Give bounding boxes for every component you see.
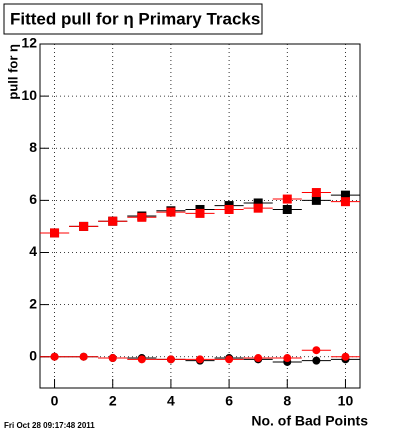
marker [254,354,263,363]
marker [137,212,147,222]
marker [311,195,321,205]
marker [312,346,321,355]
marker [196,355,204,364]
marker [253,198,263,208]
marker [195,208,205,218]
y-axis-label: pull for η [5,44,20,100]
marker [225,355,234,364]
marker [166,207,176,217]
y-tick-label: 0 [29,347,37,363]
marker [50,228,60,238]
x-tick-label: 8 [283,393,291,409]
marker [108,216,118,226]
y-tick-label: 8 [29,139,37,155]
y-tick-label: 10 [21,87,37,103]
marker [137,355,146,364]
marker [50,352,59,361]
marker [282,204,292,214]
marker [108,354,117,363]
x-tick-label: 2 [109,393,117,409]
marker [282,194,292,204]
marker [341,352,350,361]
marker [224,204,234,214]
marker [340,197,350,207]
marker [283,354,292,363]
marker [340,190,350,200]
marker [166,355,175,364]
marker [312,356,321,365]
y-tick-label: 12 [21,35,37,51]
y-tick-label: 2 [29,295,37,311]
x-tick-label: 4 [167,393,175,409]
footer: Fri Oct 28 09:17:48 2011 [4,421,95,430]
marker [79,221,89,231]
chart-title: Fitted pull for η Primary Tracks [10,9,260,28]
marker [253,203,263,213]
y-tick-label: 6 [29,191,37,207]
x-axis-label: No. of Bad Points [251,413,368,429]
marker [311,188,321,198]
x-tick-label: 6 [225,393,233,409]
x-tick-label: 0 [51,393,59,409]
title-box [3,3,263,35]
marker [79,352,88,361]
y-tick-label: 4 [29,243,37,259]
x-tick-label: 10 [338,393,354,409]
